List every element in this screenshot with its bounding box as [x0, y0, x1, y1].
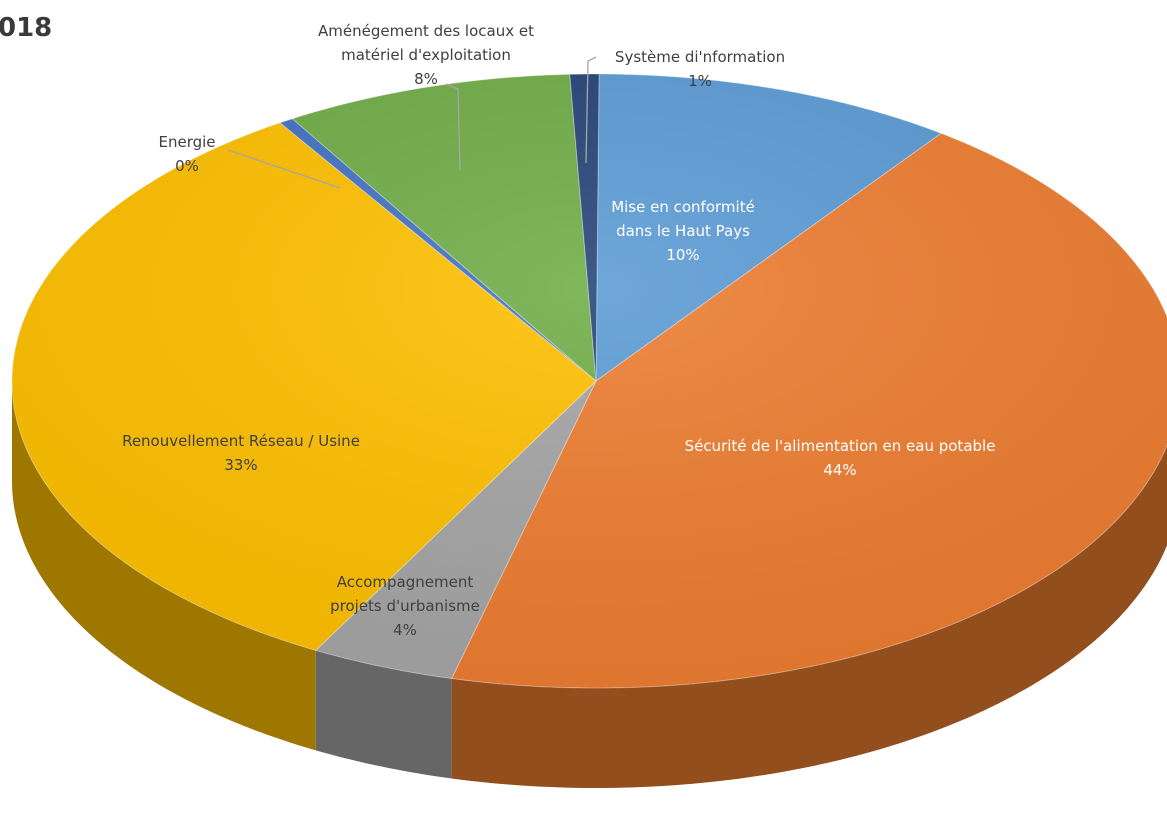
- label-systeme-line-1: Système di'nformation: [614, 48, 786, 66]
- label-energie: Energie 0%: [158, 130, 215, 178]
- leader-lines: [227, 56, 597, 189]
- label-securite: Sécurité de l'alimentation en eau potabl…: [685, 434, 996, 482]
- label-energie-line-1: Energie: [158, 133, 216, 151]
- label-systeme-percent: 1%: [688, 72, 712, 90]
- top-shading: [12, 74, 1167, 688]
- label-amenagement-percent: 8%: [414, 70, 438, 88]
- side-wall-securite: [451, 445, 1167, 788]
- label-systeme: Système di'nformation 1%: [615, 45, 785, 93]
- leader-line-systeme: [585, 56, 597, 164]
- pie-top-faces: [11, 73, 1167, 689]
- label-securite-percent: 44%: [823, 461, 857, 479]
- leader-line-amenagement: [445, 83, 461, 171]
- label-amenagement-line-1: Aménégement des locaux et: [318, 22, 534, 40]
- label-renouvellement-line-1: Renouvellement Réseau / Usine: [122, 432, 360, 450]
- label-haut-pays-line-1: Mise en conformité: [611, 198, 755, 216]
- label-urbanisme-line-2: projets d'urbanisme: [330, 597, 480, 615]
- label-urbanisme: Accompagnement projets d'urbanisme 4%: [330, 570, 480, 642]
- label-haut-pays-line-2: dans le Haut Pays: [616, 222, 750, 240]
- pie-side-walls: [12, 381, 1167, 788]
- label-securite-line-1: Sécurité de l'alimentation en eau potabl…: [684, 437, 996, 455]
- label-renouvellement: Renouvellement Réseau / Usine 33%: [122, 429, 360, 477]
- label-urbanisme-percent: 4%: [393, 621, 417, 639]
- label-amenagement: Aménégement des locaux et matériel d'exp…: [318, 19, 534, 91]
- leader-line-energie: [227, 149, 341, 189]
- page-title: 018: [0, 13, 53, 43]
- label-energie-percent: 0%: [175, 157, 199, 175]
- label-haut-pays-percent: 10%: [666, 246, 700, 264]
- side-wall-urbanisme: [315, 650, 452, 779]
- label-urbanisme-line-1: Accompagnement: [336, 573, 474, 591]
- label-renouvellement-percent: 33%: [224, 456, 258, 474]
- side-wall-renouvellement: [12, 381, 316, 751]
- label-haut-pays: Mise en conformité dans le Haut Pays 10%: [611, 195, 755, 267]
- label-amenagement-line-2: matériel d'exploitation: [341, 46, 511, 64]
